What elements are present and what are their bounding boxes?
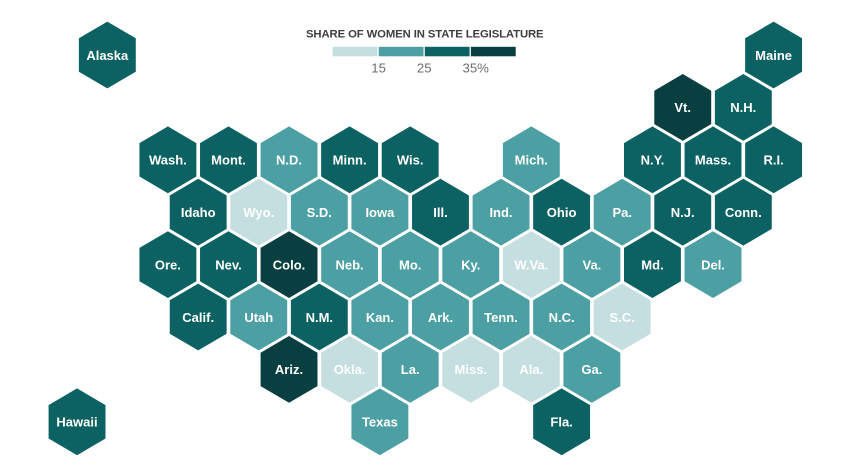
svg-text:N.C.: N.C.: [549, 310, 575, 325]
svg-text:Ill.: Ill.: [433, 205, 447, 220]
svg-text:Ark.: Ark.: [428, 310, 453, 325]
svg-text:Ky.: Ky.: [461, 257, 480, 272]
svg-text:Utah: Utah: [244, 310, 273, 325]
svg-text:S.D.: S.D.: [307, 205, 332, 220]
svg-text:R.I.: R.I.: [763, 153, 783, 168]
svg-text:25: 25: [417, 60, 432, 75]
svg-text:Wis.: Wis.: [397, 153, 424, 168]
svg-text:Mont.: Mont.: [211, 153, 246, 168]
svg-text:N.D.: N.D.: [276, 153, 302, 168]
svg-text:Md.: Md.: [641, 257, 663, 272]
svg-text:Ga.: Ga.: [581, 362, 602, 377]
svg-text:35%: 35%: [462, 60, 489, 75]
svg-text:Wash.: Wash.: [149, 153, 187, 168]
svg-text:Va.: Va.: [583, 257, 602, 272]
svg-text:Texas: Texas: [362, 415, 398, 430]
svg-text:15: 15: [371, 60, 386, 75]
svg-text:Vt.: Vt.: [674, 100, 691, 115]
svg-text:S.C.: S.C.: [610, 310, 635, 325]
svg-text:Fla.: Fla.: [550, 415, 572, 430]
svg-text:Ohio: Ohio: [547, 205, 577, 220]
svg-text:Kan.: Kan.: [366, 310, 394, 325]
svg-text:Nev.: Nev.: [215, 257, 242, 272]
svg-text:Colo.: Colo.: [273, 257, 306, 272]
svg-text:Wyo.: Wyo.: [243, 205, 274, 220]
svg-text:Minn.: Minn.: [333, 153, 367, 168]
svg-text:Tenn.: Tenn.: [484, 310, 518, 325]
svg-text:Mich.: Mich.: [515, 153, 548, 168]
svg-text:Pa.: Pa.: [612, 205, 632, 220]
svg-text:Miss.: Miss.: [455, 362, 488, 377]
svg-text:N.M.: N.M.: [306, 310, 333, 325]
svg-text:SHARE OF WOMEN IN STATE LEGISL: SHARE OF WOMEN IN STATE LEGISLATURE: [306, 29, 544, 41]
svg-text:Iowa: Iowa: [365, 205, 395, 220]
svg-text:La.: La.: [401, 362, 420, 377]
svg-text:Ala.: Ala.: [519, 362, 543, 377]
svg-text:Del.: Del.: [701, 257, 725, 272]
svg-text:Hawaii: Hawaii: [56, 415, 97, 430]
svg-text:N.J.: N.J.: [671, 205, 695, 220]
svg-text:Alaska: Alaska: [86, 48, 129, 63]
svg-text:Conn.: Conn.: [725, 205, 762, 220]
svg-text:Calif.: Calif.: [182, 310, 214, 325]
svg-text:Ore.: Ore.: [155, 257, 181, 272]
svg-text:N.Y.: N.Y.: [641, 153, 665, 168]
svg-text:Mo.: Mo.: [399, 257, 421, 272]
svg-text:Okla.: Okla.: [334, 362, 366, 377]
svg-text:Ind.: Ind.: [489, 205, 512, 220]
svg-text:W.Va.: W.Va.: [514, 257, 548, 272]
svg-text:Neb.: Neb.: [336, 257, 364, 272]
svg-text:Maine: Maine: [755, 48, 792, 63]
svg-text:Idaho: Idaho: [181, 205, 216, 220]
svg-text:Ariz.: Ariz.: [275, 362, 303, 377]
svg-text:Mass.: Mass.: [695, 153, 731, 168]
svg-text:N.H.: N.H.: [730, 100, 756, 115]
